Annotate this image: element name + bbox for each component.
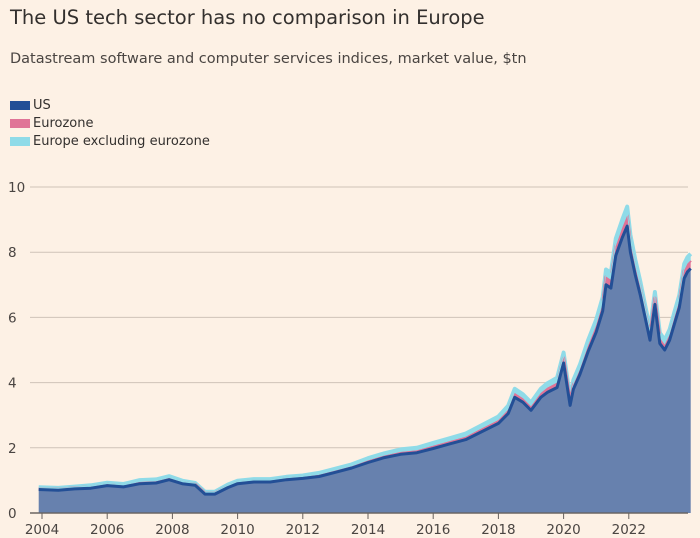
x-tick-label: 2022: [612, 522, 646, 538]
y-tick-label: 6: [8, 310, 17, 326]
x-tick-label: 2012: [286, 522, 320, 538]
legend-label-us: US: [33, 98, 51, 113]
x-tick-label: 2006: [90, 522, 124, 538]
y-tick-label: 0: [8, 506, 17, 522]
x-tick-label: 2010: [220, 522, 254, 538]
y-tick-label: 8: [8, 245, 17, 261]
series-area-us: [38, 226, 691, 513]
y-tick-label: 10: [8, 180, 25, 196]
legend-swatch-us: [10, 101, 30, 110]
x-tick-label: 2018: [481, 522, 515, 538]
x-tick-label: 2016: [416, 522, 450, 538]
chart-title: The US tech sector has no comparison in …: [10, 6, 485, 29]
legend-swatch-europe-ex: [10, 137, 30, 146]
y-tick-label: 4: [8, 376, 17, 392]
x-tick-label: 2008: [155, 522, 189, 538]
legend-item-europe-ex: Europe excluding eurozone: [10, 134, 210, 149]
legend-label-eurozone: Eurozone: [33, 116, 94, 131]
legend-item-us: US: [10, 98, 51, 113]
y-tick-label: 2: [8, 441, 17, 457]
x-tick-label: 2014: [351, 522, 385, 538]
legend-swatch-eurozone: [10, 119, 30, 128]
series-line-us: [38, 224, 692, 496]
legend-item-eurozone: Eurozone: [10, 116, 93, 131]
x-tick-label: 2004: [25, 522, 59, 538]
legend-label-europe-ex: Europe excluding eurozone: [33, 134, 210, 149]
chart-subtitle: Datastream software and computer service…: [10, 51, 527, 67]
x-tick-label: 2020: [546, 522, 580, 538]
